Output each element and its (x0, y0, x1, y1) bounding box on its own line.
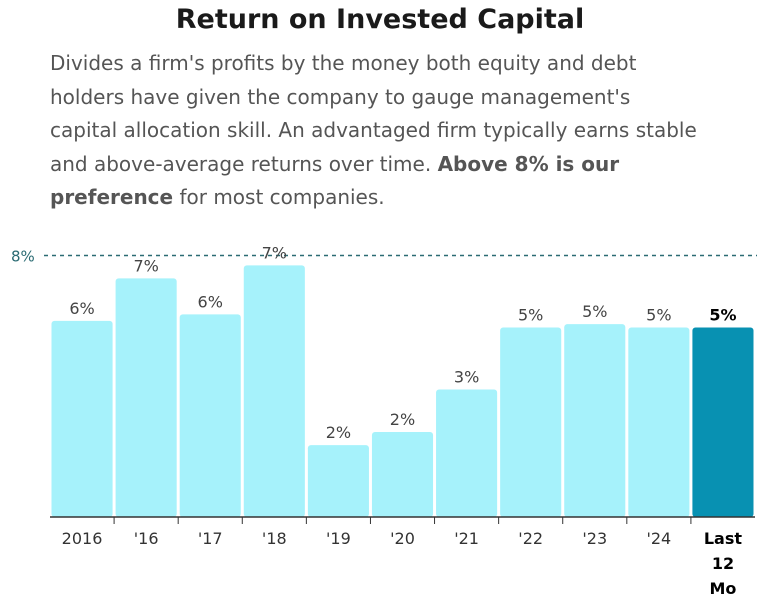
chart-title: Return on Invested Capital (175, 4, 585, 35)
description-line-4: and above-average returns over time. (50, 151, 438, 176)
category-label-8: '23 (582, 529, 607, 548)
category-label-3: '18 (262, 529, 287, 548)
description-line-3: capital allocation skill. An advantaged … (50, 118, 697, 142)
bar-6 (436, 389, 498, 517)
bar-10 (692, 327, 754, 517)
chart-description: Divides a firm's profits by the money bo… (50, 47, 740, 215)
category-label-1: '16 (134, 529, 159, 548)
data-label-1: 7% (133, 256, 158, 275)
bar-2 (179, 314, 241, 517)
category-label-10-2: Mo (709, 579, 736, 595)
category-label-4: '19 (326, 529, 351, 548)
category-label-2: '17 (198, 529, 223, 548)
bar-8 (564, 324, 626, 517)
data-label-7: 5% (518, 305, 543, 324)
description-line-1: Divides a firm's profits by the money bo… (50, 51, 637, 75)
category-label-10-1: 12 (712, 554, 734, 573)
category-label-10-0: Last (704, 529, 743, 548)
data-label-8: 5% (582, 302, 607, 321)
data-label-10: 5% (709, 305, 736, 324)
category-label-9: '24 (646, 529, 671, 548)
reference-line-label: 8% (11, 248, 35, 266)
category-label-6: '21 (454, 529, 479, 548)
bar-1 (115, 278, 177, 517)
data-label-3: 7% (262, 243, 287, 262)
data-label-6: 3% (454, 368, 479, 387)
bar-0 (51, 320, 113, 517)
description-tail: for most companies. (173, 185, 385, 209)
description-line-2: holders have given the company to gauge … (50, 84, 631, 109)
bar-5 (371, 432, 434, 517)
bar-9 (628, 327, 690, 517)
data-label-5: 2% (390, 410, 415, 429)
bar-7 (500, 327, 562, 517)
bar-3 (243, 265, 305, 517)
category-label-0: 2016 (62, 529, 103, 548)
category-label-5: '20 (390, 529, 415, 548)
data-label-2: 6% (198, 292, 223, 311)
bar-4 (307, 445, 369, 517)
description-emphasis-2: preference (50, 185, 174, 209)
data-label-0: 6% (69, 299, 94, 318)
data-label-9: 5% (646, 305, 671, 324)
data-label-4: 2% (326, 423, 351, 442)
description-emphasis: Above 8% is our (437, 151, 620, 176)
category-label-7: '22 (518, 529, 543, 548)
